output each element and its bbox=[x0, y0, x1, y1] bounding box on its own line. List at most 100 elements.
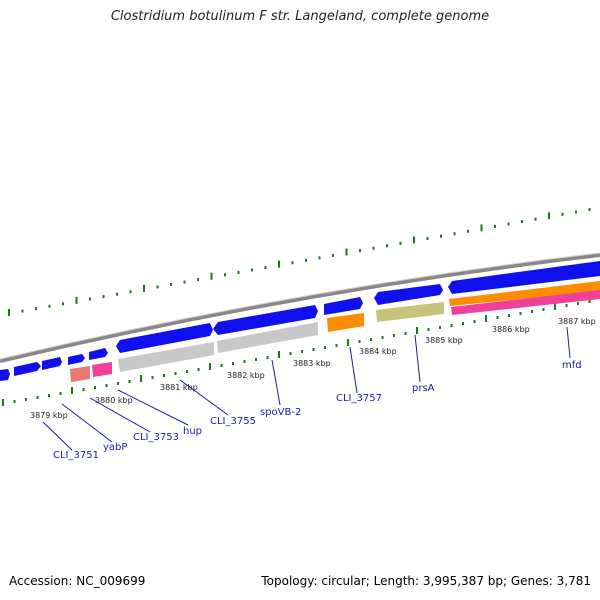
gc-tick bbox=[129, 290, 132, 294]
gc-tick bbox=[393, 334, 395, 337]
gc-tick bbox=[358, 340, 361, 343]
gc-tick bbox=[36, 396, 39, 399]
gene-label-prsa[interactable]: prsA bbox=[412, 383, 435, 394]
gc-tick bbox=[224, 273, 226, 277]
gc-tick bbox=[48, 304, 51, 308]
gc-tick bbox=[71, 387, 73, 394]
gc-tick bbox=[232, 362, 234, 365]
gc-tick bbox=[507, 222, 510, 226]
gc-tick bbox=[399, 241, 402, 245]
gc-tick bbox=[140, 375, 142, 382]
gc-tick bbox=[102, 295, 105, 299]
gene-label-yabp[interactable]: yabP bbox=[103, 442, 127, 453]
gc-tick bbox=[416, 327, 418, 334]
gene-arrow[interactable] bbox=[213, 305, 318, 335]
gc-tick bbox=[531, 310, 533, 313]
gc-tick bbox=[450, 324, 453, 327]
gene-arrow[interactable] bbox=[0, 369, 10, 381]
gc-tick bbox=[209, 363, 211, 370]
gc-tick bbox=[588, 208, 591, 211]
gc-tick bbox=[264, 266, 267, 270]
gc-tick bbox=[116, 292, 118, 296]
gc-tick bbox=[480, 224, 483, 232]
gc-tick bbox=[13, 400, 16, 403]
gene-arrow[interactable] bbox=[324, 297, 363, 315]
gc-tick bbox=[575, 210, 577, 214]
gc-tick bbox=[278, 351, 280, 358]
gene-arrow[interactable] bbox=[89, 348, 108, 360]
gc-tick bbox=[347, 339, 349, 346]
accession-text: Accession: NC_009699 bbox=[9, 574, 146, 588]
map-title: Clostridium botulinum F str. Langeland, … bbox=[110, 9, 490, 24]
gc-tick bbox=[48, 394, 50, 397]
gc-tick bbox=[312, 348, 315, 351]
gc-tick bbox=[439, 326, 441, 329]
gene-arrow[interactable] bbox=[448, 261, 600, 294]
gc-tick bbox=[427, 328, 430, 331]
gc-tick bbox=[588, 300, 591, 303]
gc-tick bbox=[381, 336, 384, 339]
gc-tick bbox=[105, 384, 108, 387]
gc-tick bbox=[143, 284, 145, 292]
gene-label-mfd[interactable]: mfd bbox=[562, 360, 582, 371]
gc-tick bbox=[251, 268, 253, 272]
gene-arrow[interactable] bbox=[116, 323, 213, 353]
gc-tick bbox=[345, 248, 348, 256]
gc-tick bbox=[561, 212, 564, 216]
gene-arrow[interactable] bbox=[14, 362, 41, 376]
gene-label-cli-3751[interactable]: CLI_3751 bbox=[53, 450, 99, 461]
gene-arrow[interactable] bbox=[68, 354, 85, 365]
gc-tick bbox=[335, 344, 338, 347]
gene-arrow[interactable] bbox=[374, 284, 443, 305]
gc-ticks-lower bbox=[2, 300, 591, 406]
gene-block[interactable] bbox=[217, 322, 318, 353]
gc-tick bbox=[565, 304, 568, 307]
gc-tick bbox=[197, 368, 200, 371]
gc-tick bbox=[289, 352, 292, 355]
gene-block[interactable] bbox=[449, 281, 600, 306]
gene-label-spovb-2[interactable]: spoVB-2 bbox=[260, 407, 301, 418]
gc-tick bbox=[324, 346, 326, 349]
gene-block[interactable] bbox=[92, 362, 112, 377]
gene-label-hup[interactable]: hup bbox=[183, 426, 202, 437]
scale-label: 3884 kbp bbox=[359, 347, 397, 356]
gc-tick bbox=[386, 244, 388, 248]
gc-tick bbox=[473, 320, 476, 323]
gene-block[interactable] bbox=[118, 342, 214, 372]
gc-tick bbox=[25, 398, 27, 401]
gene-label-cli-3755[interactable]: CLI_3755 bbox=[210, 416, 256, 427]
gc-tick bbox=[21, 309, 24, 313]
gc-tick bbox=[496, 316, 499, 319]
gene-arrow[interactable] bbox=[42, 357, 62, 370]
gc-tick bbox=[75, 296, 78, 304]
gene-block[interactable] bbox=[70, 366, 90, 382]
gc-tick bbox=[440, 234, 442, 238]
scale-label: 3886 kbp bbox=[492, 325, 530, 334]
gc-tick bbox=[94, 386, 96, 389]
gene-block[interactable] bbox=[376, 302, 444, 322]
gc-tick bbox=[197, 278, 199, 282]
gc-tick bbox=[494, 224, 496, 228]
gc-tick bbox=[318, 256, 321, 260]
gc-tick bbox=[220, 364, 223, 367]
gc-tick bbox=[255, 358, 257, 361]
gene-label-cli-3753[interactable]: CLI_3753 bbox=[133, 432, 179, 443]
gc-tick bbox=[548, 212, 550, 220]
gc-tick bbox=[485, 315, 487, 322]
genome-backbone-highlight bbox=[0, 252, 600, 360]
gc-tick bbox=[521, 220, 523, 224]
gc-tick bbox=[332, 253, 334, 257]
gene-block[interactable] bbox=[451, 290, 600, 315]
gc-tick bbox=[278, 260, 280, 268]
gene-label-cli-3757[interactable]: CLI_3757 bbox=[336, 393, 382, 404]
gc-tick bbox=[151, 376, 154, 379]
gc-tick bbox=[2, 399, 4, 406]
scale-label: 3885 kbp bbox=[425, 336, 463, 345]
gene-block[interactable] bbox=[327, 313, 364, 332]
gc-tick bbox=[554, 303, 556, 310]
scale-label: 3887 kbp bbox=[558, 317, 596, 326]
gc-tick bbox=[243, 360, 246, 363]
scale-label: 3883 kbp bbox=[293, 359, 331, 368]
gc-tick bbox=[534, 217, 537, 221]
